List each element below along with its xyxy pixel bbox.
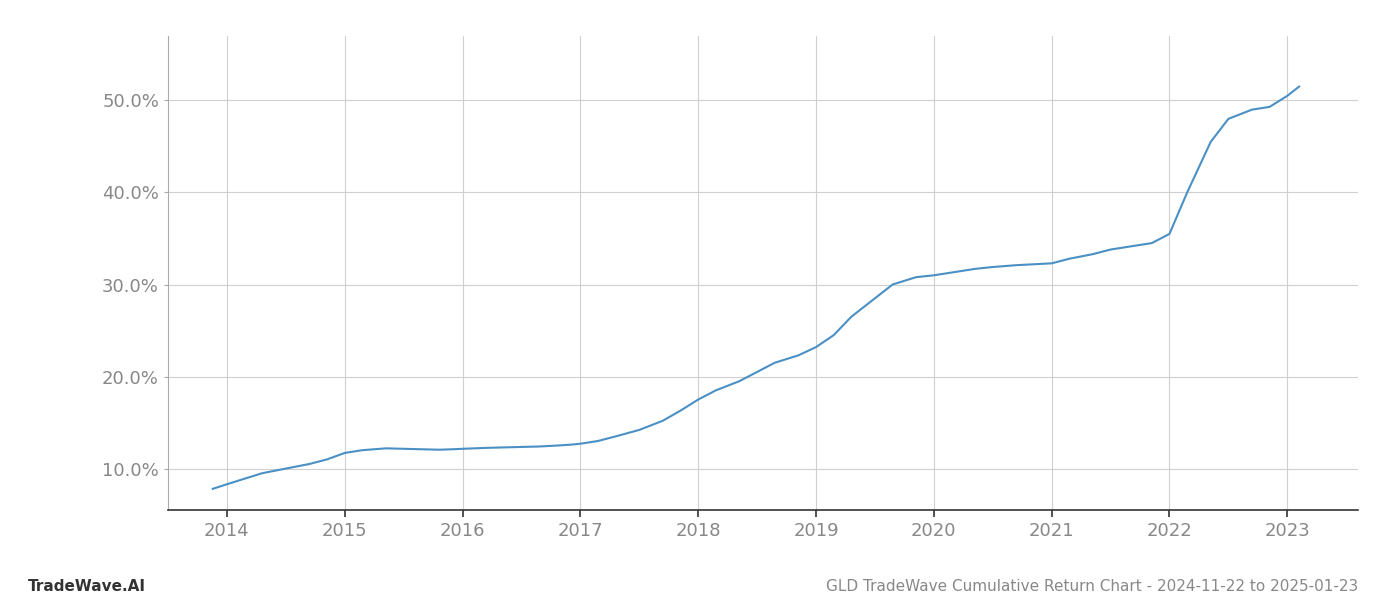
Text: GLD TradeWave Cumulative Return Chart - 2024-11-22 to 2025-01-23: GLD TradeWave Cumulative Return Chart - …	[826, 579, 1358, 594]
Text: TradeWave.AI: TradeWave.AI	[28, 579, 146, 594]
